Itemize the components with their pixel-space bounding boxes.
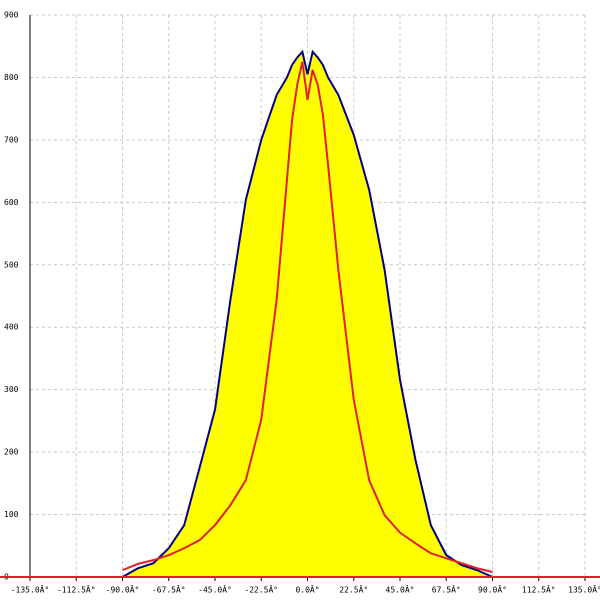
x-tick-label: 0.0Â° — [295, 584, 319, 595]
x-tick-label: 90.0Â° — [478, 584, 507, 595]
y-tick-label: 200 — [4, 448, 19, 457]
line — [122, 61, 493, 573]
y-tick-label: 900 — [4, 11, 19, 20]
x-tick-label: -135.0Â° — [11, 584, 50, 595]
area-fill — [122, 51, 493, 577]
x-tick-label: -67.5Â° — [152, 584, 186, 595]
y-tick-label: 700 — [4, 135, 19, 144]
y-tick-label: 400 — [4, 323, 19, 332]
x-tick-label: -112.5Â° — [57, 584, 96, 595]
x-tick-label: 67.5Â° — [432, 584, 461, 595]
x-tick-label: 22.5Â° — [339, 584, 368, 595]
line — [122, 49, 493, 578]
y-tick-label: 100 — [4, 510, 19, 519]
y-tick-label: 500 — [4, 260, 19, 269]
y-tick-label: 800 — [4, 73, 19, 82]
x-tick-label: -90.0Â° — [106, 584, 140, 595]
x-tick-label: 135.0Â° — [568, 584, 600, 595]
y-tick-label: 600 — [4, 198, 19, 207]
x-tick-label: 112.5Â° — [522, 584, 556, 595]
x-tick-label: -45.0Â° — [198, 584, 232, 595]
x-tick-label: -22.5Â° — [244, 584, 278, 595]
y-tick-label: 300 — [4, 385, 19, 394]
x-tick-label: 45.0Â° — [386, 584, 415, 595]
